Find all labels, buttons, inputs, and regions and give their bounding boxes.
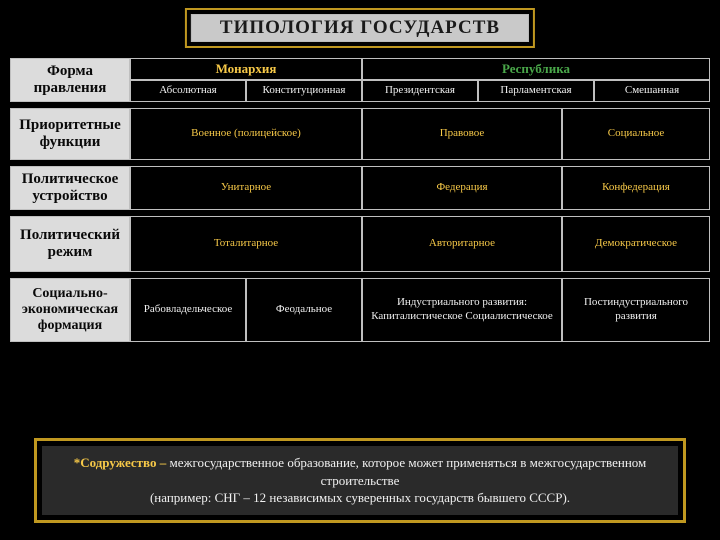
cell-slave: Рабовладельческое bbox=[130, 278, 246, 342]
cell-social: Социальное bbox=[562, 108, 710, 160]
slide: ТИПОЛОГИЯ ГОСУДАРСТВ Форма правления Мон… bbox=[0, 0, 720, 540]
footnote-block: *Содружество – межгосударственное образо… bbox=[34, 438, 686, 523]
cell-authoritarian: Авторитарное bbox=[362, 216, 562, 272]
subtypes-row: Абсолютная Конституционная Президентская… bbox=[130, 80, 710, 102]
content-political-structure: Унитарное Федерация Конфедерация bbox=[130, 166, 710, 210]
cell-totalitarian: Тоталитарное bbox=[130, 216, 362, 272]
cell-feudal: Феодальное bbox=[246, 278, 362, 342]
label-political-regime: Политический режим bbox=[10, 216, 130, 272]
cell-presidential: Президентская bbox=[362, 80, 478, 102]
functions-cells: Военное (полицейское) Правовое Социально… bbox=[130, 108, 710, 160]
label-priority-functions: Приоритетные функции bbox=[10, 108, 130, 160]
content-political-regime: Тоталитарное Авторитарное Демократическо… bbox=[130, 216, 710, 272]
cell-unitary: Унитарное bbox=[130, 166, 362, 210]
row-political-structure: Политическое устройство Унитарное Федера… bbox=[10, 166, 710, 210]
cell-mixed: Смешанная bbox=[594, 80, 710, 102]
label-socioeconomic-formation: Социально-экономическая формация bbox=[10, 278, 130, 342]
row-government-form: Форма правления Монархия Республика Абсо… bbox=[10, 58, 710, 102]
header-monarchy: Монархия bbox=[130, 58, 362, 80]
cell-postindustrial: Постиндустриального развития bbox=[562, 278, 710, 342]
title-block: ТИПОЛОГИЯ ГОСУДАРСТВ bbox=[185, 8, 535, 48]
title-outer-frame: ТИПОЛОГИЯ ГОСУДАРСТВ bbox=[185, 8, 535, 48]
cell-absolute: Абсолютная bbox=[130, 80, 246, 102]
content-government-form: Монархия Республика Абсолютная Конституц… bbox=[130, 58, 710, 102]
cell-industrial: Индустриального развития: Капиталистичес… bbox=[362, 278, 562, 342]
label-government-form: Форма правления bbox=[10, 58, 130, 102]
footnote-line1: межгосударственное образование, которое … bbox=[166, 455, 646, 488]
slide-title: ТИПОЛОГИЯ ГОСУДАРСТВ bbox=[191, 14, 529, 42]
cell-democratic: Демократическое bbox=[562, 216, 710, 272]
cell-federation: Федерация bbox=[362, 166, 562, 210]
formation-cells: Рабовладельческое Феодальное Индустриаль… bbox=[130, 278, 710, 342]
footnote-line2: (например: СНГ – 12 независимых суверенн… bbox=[150, 490, 570, 505]
cell-parliamentary: Парламентская bbox=[478, 80, 594, 102]
content-socioeconomic-formation: Рабовладельческое Феодальное Индустриаль… bbox=[130, 278, 710, 342]
cell-confederation: Конфедерация bbox=[562, 166, 710, 210]
regime-cells: Тоталитарное Авторитарное Демократическо… bbox=[130, 216, 710, 272]
footnote-frame: *Содружество – межгосударственное образо… bbox=[34, 438, 686, 523]
cell-military: Военное (полицейское) bbox=[130, 108, 362, 160]
label-political-structure: Политическое устройство bbox=[10, 166, 130, 210]
row-priority-functions: Приоритетные функции Военное (полицейско… bbox=[10, 108, 710, 160]
row-socioeconomic-formation: Социально-экономическая формация Рабовла… bbox=[10, 278, 710, 342]
typology-table: Форма правления Монархия Республика Абсо… bbox=[10, 58, 710, 348]
footnote-bold: *Содружество – bbox=[74, 455, 167, 470]
cell-constitutional: Конституционная bbox=[246, 80, 362, 102]
header-republic: Республика bbox=[362, 58, 710, 80]
cell-legal: Правовое bbox=[362, 108, 562, 160]
content-priority-functions: Военное (полицейское) Правовое Социально… bbox=[130, 108, 710, 160]
row-political-regime: Политический режим Тоталитарное Авторита… bbox=[10, 216, 710, 272]
footnote-text: *Содружество – межгосударственное образо… bbox=[42, 446, 678, 515]
header-row: Монархия Республика bbox=[130, 58, 710, 80]
structure-cells: Унитарное Федерация Конфедерация bbox=[130, 166, 710, 210]
